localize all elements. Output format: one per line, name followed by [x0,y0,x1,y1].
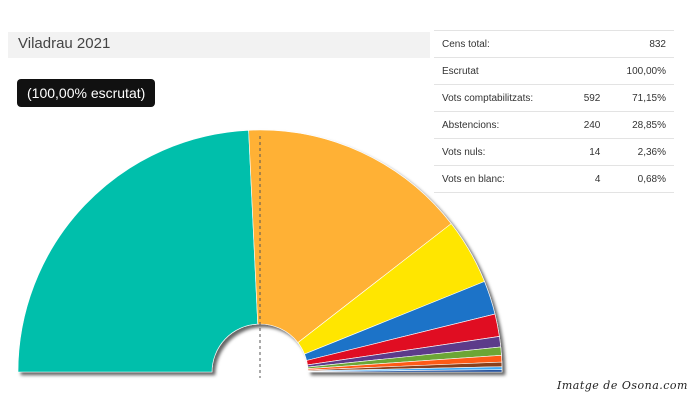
stats-label: Escrutat [434,57,560,85]
stats-row: Abstencions: 240 28,85% [434,111,674,139]
stats-value: 71,15% [606,84,674,112]
scrutiny-badge: (100,00% escrutat) [17,79,156,107]
stats-label: Abstencions: [434,111,560,139]
stats-value: 100,00% [606,57,674,85]
party-slice [307,369,503,373]
stats-count: 14 [559,138,607,166]
stats-row: Vots comptabilitzats: 592 71,15% [434,84,674,112]
stats-count [559,30,607,58]
stats-label: Vots nuls: [434,138,560,166]
stats-value: 28,85% [606,111,674,139]
stats-label: Vots en blanc: [434,165,560,193]
stats-value: 0,68% [606,165,674,193]
stats-row: Vots nuls: 14 2,36% [434,138,674,166]
stats-table: Cens total: 832 Escrutat 100,00% Vots compta… [434,30,674,193]
stats-count [559,57,607,85]
title-bar: Viladrau 2021 [8,32,430,58]
stats-value: 832 [606,30,674,58]
stats-row: Cens total: 832 [434,30,674,58]
hemicycle-chart [17,129,503,378]
stats-row: Escrutat 100,00% [434,57,674,85]
stats-label: Vots comptabilitzats: [434,84,560,112]
stats-count: 592 [559,84,607,112]
stats-value: 2,36% [606,138,674,166]
stats-count: 4 [559,165,607,193]
image-credit: Imatge de Osona.com [557,379,688,392]
stats-label: Cens total: [434,30,560,58]
stats-row: Vots en blanc: 4 0,68% [434,165,674,193]
party-slice [17,129,259,373]
party-slice [248,129,452,344]
stats-count: 240 [559,111,607,139]
page-title: Viladrau 2021 [18,35,111,52]
